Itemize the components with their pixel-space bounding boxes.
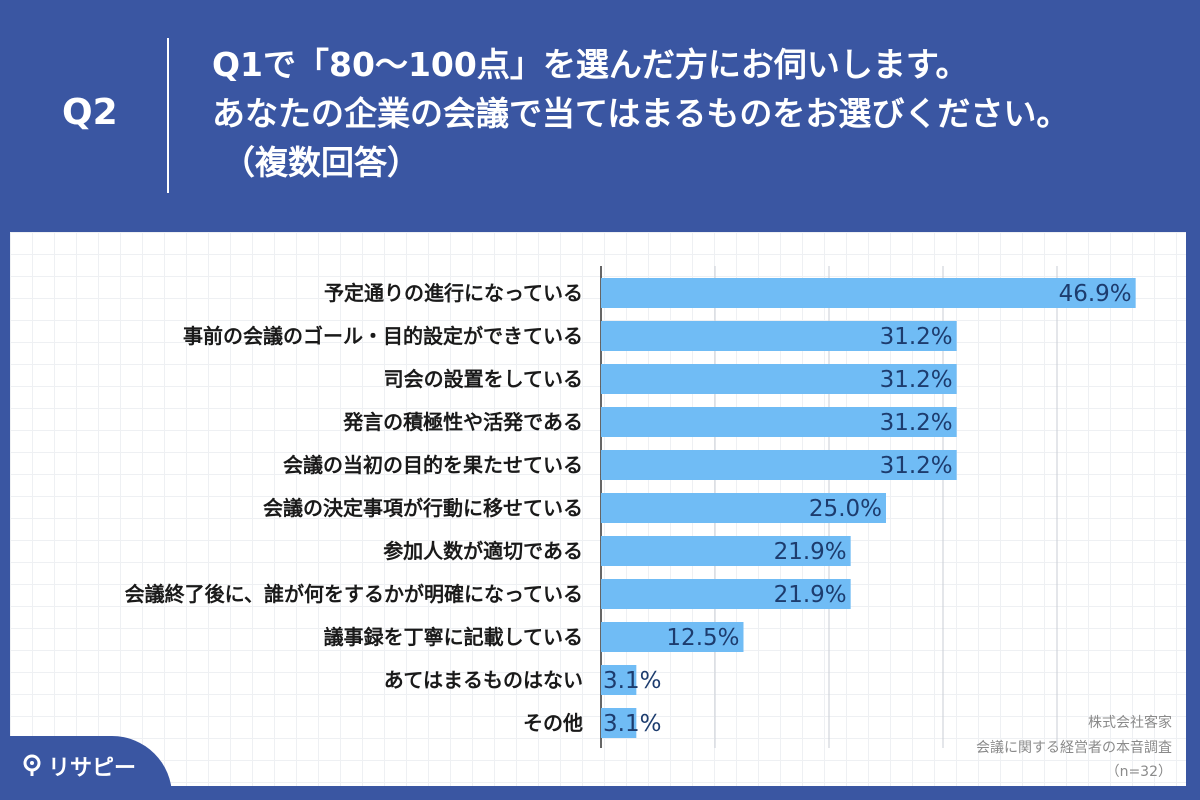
- category-label: 会議の当初の目的を果たせている: [283, 453, 583, 477]
- bar: [601, 665, 637, 695]
- category-label: 予定通りの進行になっている: [324, 281, 583, 305]
- category-label: 会議終了後に、誰が何をするかが明確になっている: [125, 582, 583, 606]
- category-label: 事前の会議のゴール・目的設定ができている: [183, 324, 583, 348]
- question-number: Q2: [62, 92, 118, 133]
- logo: リサピー: [0, 736, 172, 800]
- question-text: Q1で「80〜100点」を選んだ方にお伺いします。 あなたの企業の会議で当てはま…: [212, 40, 1172, 187]
- bar: [601, 321, 957, 351]
- question-line-3: （複数回答）: [222, 143, 420, 182]
- value-label: 31.2%: [880, 453, 953, 479]
- category-label: 発言の積極性や活発である: [342, 410, 583, 434]
- credit-company: 株式会社客家: [1088, 715, 1172, 731]
- value-label: 31.2%: [880, 324, 953, 350]
- value-label: 46.9%: [1059, 281, 1132, 307]
- value-label: 3.1%: [603, 711, 661, 737]
- bar: [601, 450, 957, 480]
- category-label: 参加人数が適切である: [383, 539, 583, 563]
- value-label: 31.2%: [880, 367, 953, 393]
- bar: [601, 407, 957, 437]
- pin-icon: [23, 754, 41, 776]
- value-label: 3.1%: [603, 668, 661, 694]
- category-label: あてはまるものはない: [384, 668, 583, 692]
- category-label: 議事録を丁寧に記載している: [324, 625, 583, 649]
- value-label: 12.5%: [666, 625, 739, 651]
- bar: [601, 708, 637, 738]
- bar: [601, 579, 851, 609]
- value-label: 25.0%: [809, 496, 882, 522]
- category-label: 司会の設置をしている: [384, 367, 583, 391]
- bar: [601, 278, 1136, 308]
- category-label: 会議の決定事項が行動に移せている: [263, 496, 583, 520]
- bar: [601, 536, 851, 566]
- value-label: 21.9%: [774, 539, 847, 565]
- value-label: 31.2%: [880, 410, 953, 436]
- question-line-2: あなたの企業の会議で当てはまるものをお選びください。: [212, 94, 1070, 133]
- bar: [601, 622, 744, 652]
- credit-sample: （n=32）: [1105, 764, 1172, 780]
- bar: [601, 493, 886, 523]
- question-line-1: Q1で「80〜100点」を選んだ方にお伺いします。: [212, 45, 969, 84]
- category-label: その他: [523, 711, 583, 735]
- header-divider: [167, 38, 169, 193]
- bar: [601, 364, 957, 394]
- chart-panel: 予定通りの進行になっている 46.9% 事前の会議のゴール・目的設定ができている 31…: [10, 232, 1186, 786]
- bar-chart: 予定通りの進行になっている 46.9% 事前の会議のゴール・目的設定ができている 31…: [125, 266, 1136, 748]
- credit-survey: 会議に関する経営者の本音調査: [976, 740, 1172, 756]
- value-label: 21.9%: [774, 582, 847, 608]
- logo-text: リサピー: [48, 756, 137, 781]
